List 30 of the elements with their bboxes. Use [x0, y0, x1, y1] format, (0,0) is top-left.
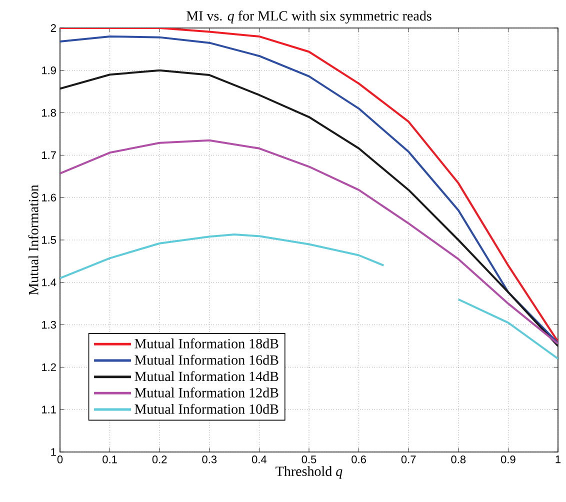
x-tick-label: 0.5 — [302, 456, 316, 464]
x-tick-label: 1 — [556, 456, 561, 464]
x-tick-label: 0.6 — [352, 456, 366, 464]
chart-title: MI vs. q for MLC with six symmetric reads — [186, 10, 432, 24]
x-tick-label: 0.3 — [202, 456, 217, 464]
y-tick-label: 2 — [50, 24, 56, 32]
y-tick-label: 1.1 — [42, 406, 56, 414]
y-axis-title: Mutual Information — [28, 184, 38, 295]
y-tick-label: 1.9 — [42, 66, 56, 74]
legend-label: Mutual Information 12dB — [134, 387, 278, 398]
y-tick-label: 1.7 — [42, 151, 56, 159]
legend-label: Mutual Information 16dB — [134, 354, 278, 365]
legend-label: Mutual Information 18dB — [134, 338, 278, 348]
legend-label: Mutual Information 10dB — [134, 404, 278, 414]
x-tick-label: 0.2 — [152, 456, 167, 464]
x-axis-title: Threshold q — [276, 466, 342, 479]
x-tick-label: 0.9 — [500, 456, 516, 464]
x-tick-label: 0.8 — [451, 456, 466, 464]
y-tick-label: 1.5 — [42, 236, 56, 244]
x-tick-label: 0.1 — [102, 456, 117, 464]
y-tick-label: 1.2 — [42, 363, 56, 372]
x-tick-label: 0.7 — [401, 456, 416, 464]
y-tick-label: 1 — [51, 448, 56, 456]
y-tick-label: 1.6 — [42, 194, 56, 202]
x-tick-label: 0 — [57, 456, 63, 464]
y-tick-label: 1.4 — [42, 278, 56, 286]
x-tick-label: 0.4 — [252, 456, 267, 464]
legend-label: Mutual Information 14dB — [134, 371, 278, 382]
y-tick-label: 1.8 — [42, 108, 56, 117]
y-tick-label: 1.3 — [42, 320, 56, 329]
